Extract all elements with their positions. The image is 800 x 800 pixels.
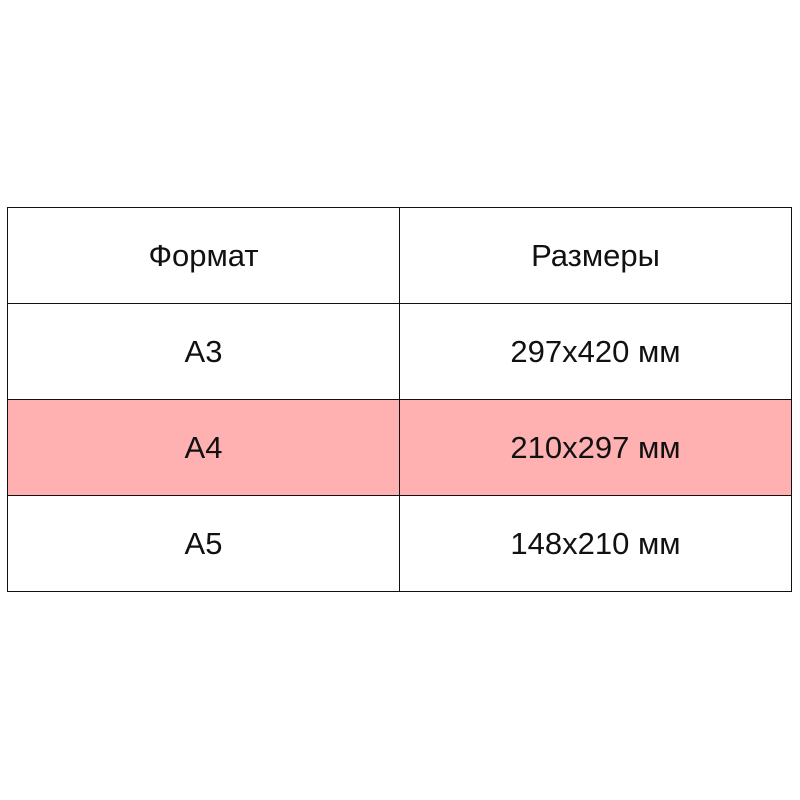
cell-format: A5 <box>7 495 400 592</box>
table-header-row: Формат Размеры <box>7 207 792 304</box>
table-row: A5 148x210 мм <box>7 495 792 592</box>
header-format: Формат <box>7 207 400 304</box>
cell-size: 297x420 мм <box>399 303 792 400</box>
table-row: A3 297x420 мм <box>7 303 792 400</box>
cell-format: A3 <box>7 303 400 400</box>
paper-format-table: Формат Размеры A3 297x420 мм A4 210x297 … <box>7 207 792 592</box>
cell-format: A4 <box>7 399 400 496</box>
cell-size: 148x210 мм <box>399 495 792 592</box>
table-row-highlighted: A4 210x297 мм <box>7 399 792 496</box>
cell-size: 210x297 мм <box>399 399 792 496</box>
header-size: Размеры <box>399 207 792 304</box>
